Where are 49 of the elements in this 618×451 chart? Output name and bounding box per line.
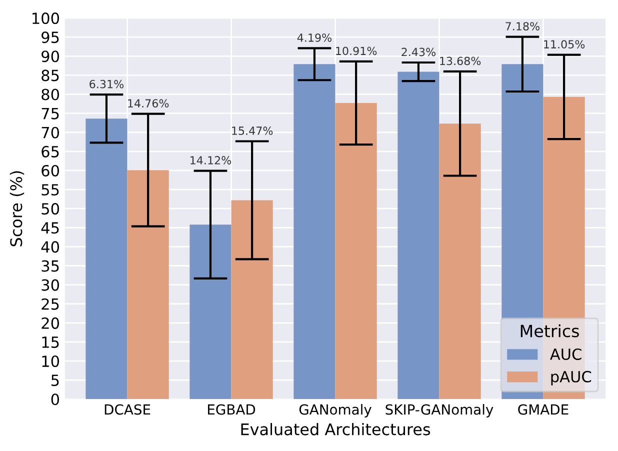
y-tick-label: 20 xyxy=(42,317,60,329)
x-tick-label: EGBAD xyxy=(208,404,256,415)
y-tick-label: 0 xyxy=(51,394,60,406)
bar xyxy=(127,170,169,400)
annotation: 6.31% xyxy=(90,80,124,88)
legend-label: pAUC xyxy=(551,370,592,386)
x-tick-label: DCASE xyxy=(104,404,150,415)
bar xyxy=(86,118,128,400)
bar xyxy=(398,72,440,400)
y-tick-label: 80 xyxy=(42,88,60,100)
y-tick-label: 15 xyxy=(42,336,59,348)
y-tick-label: 40 xyxy=(41,241,60,253)
annotation: 10.91% xyxy=(336,46,377,56)
annotation: 14.12% xyxy=(190,156,232,164)
bar xyxy=(335,103,377,400)
y-tick-label: 10 xyxy=(42,355,60,368)
y-tick-label: 55 xyxy=(42,184,59,196)
x-tick-label: SKIP-GANomaly xyxy=(386,404,494,418)
annotation: 2.43% xyxy=(402,48,436,56)
annotation: 4.19% xyxy=(297,33,332,42)
y-axis-title: Score (%) xyxy=(10,171,24,246)
annotation: 7.18% xyxy=(506,22,540,30)
y-tick-label: 85 xyxy=(42,70,59,82)
bar xyxy=(294,64,336,400)
legend-label: AUC xyxy=(550,348,582,360)
annotation: 13.68% xyxy=(440,56,481,66)
annotation: 14.76% xyxy=(128,99,169,108)
y-tick-label: 50 xyxy=(42,203,60,215)
y-tick-label: 30 xyxy=(42,279,60,291)
y-tick-label: 95 xyxy=(42,32,59,44)
x-tick-label: GANomaly xyxy=(299,404,372,418)
y-tick-label: 65 xyxy=(42,146,59,158)
y-tick-label: 100 xyxy=(32,12,60,24)
annotation: 11.05% xyxy=(544,40,585,48)
y-tick-label: 45 xyxy=(41,222,59,234)
y-tick-label: 25 xyxy=(42,298,59,310)
bar xyxy=(439,124,481,400)
y-tick-label: 60 xyxy=(42,164,60,176)
y-tick-label: 70 xyxy=(42,126,60,138)
legend-title: Metrics xyxy=(520,324,579,338)
x-tick-label: GMADE xyxy=(518,404,568,415)
bar xyxy=(190,224,232,400)
y-tick-label: 5 xyxy=(51,374,59,386)
y-tick-label: 90 xyxy=(42,50,60,62)
y-tick-label: 35 xyxy=(42,260,59,272)
bar xyxy=(231,200,273,400)
annotation: 15.47% xyxy=(232,126,273,135)
y-tick-label: 75 xyxy=(42,108,59,120)
x-axis-title: Evaluated Architectures xyxy=(241,422,430,436)
